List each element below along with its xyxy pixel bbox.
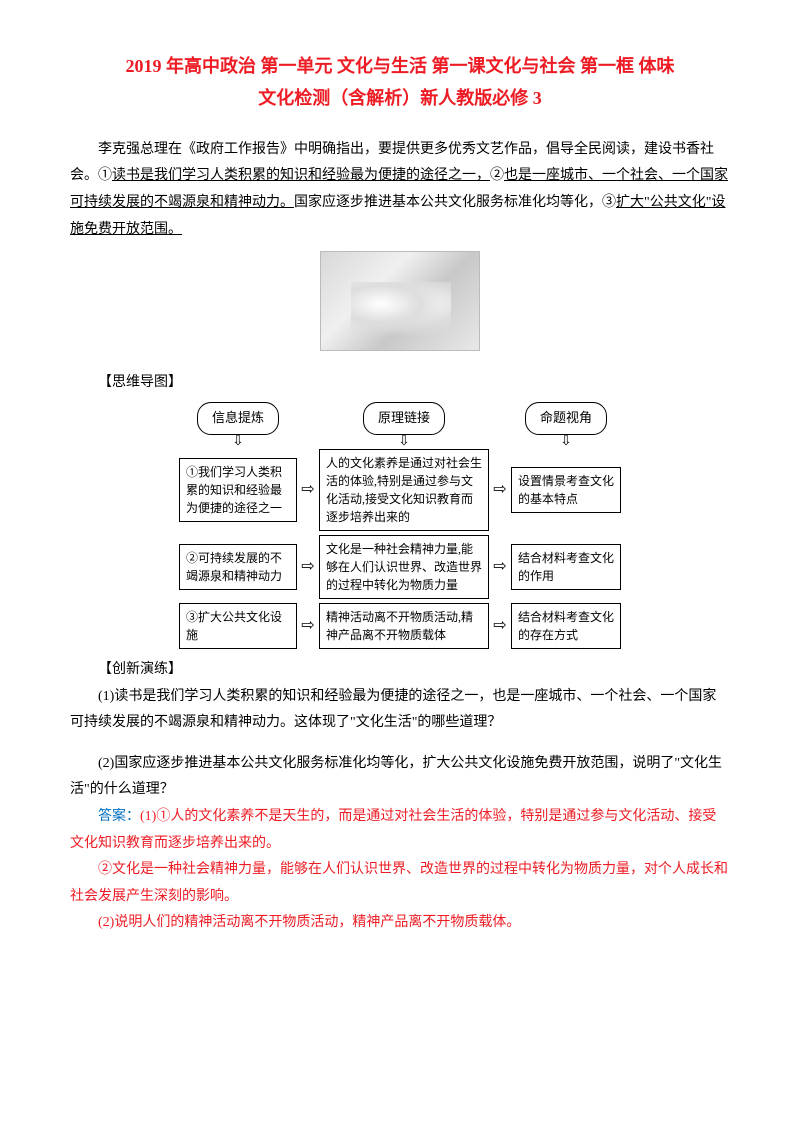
header-pill-3: 命题视角 [525, 402, 607, 435]
header-pill-2: 原理链接 [363, 402, 445, 435]
title-line-1: 2019 年高中政治 第一单元 文化与生活 第一课文化与社会 第一框 体味 [126, 56, 675, 76]
answer-1-p1: (1)①人的文化素养不是天生的，而是通过对社会生活的体验，特别是通过参与文化活动… [70, 809, 716, 851]
intro-text-3: 国家应逐步推进基本公共文化服务标准化均等化，③ [294, 195, 616, 210]
cell-r3-c2: 精神活动离不开物质活动,精神产品离不开物质载体 [319, 603, 489, 649]
diagram-row-2: ②可持续发展的不竭源泉和精神动力 ⇨ 文化是一种社会精神力量,能够在人们认识世界… [179, 535, 621, 599]
diagram-arrow-row: ⇩ ⇩ ⇩ [179, 435, 621, 449]
intro-text-2: ② [490, 168, 504, 183]
arrow-down-icon: ⇩ [511, 435, 621, 449]
arrow-right-icon: ⇨ [297, 603, 319, 649]
cell-r2-c1: ②可持续发展的不竭源泉和精神动力 [179, 544, 297, 590]
diagram-table: 信息提炼 原理链接 命题视角 ⇩ ⇩ ⇩ ①我们学习人类积累的知识和经验最为便捷… [179, 402, 621, 649]
cell-r2-c2: 文化是一种社会精神力量,能够在人们认识世界、改造世界的过程中转化为物质力量 [319, 535, 489, 599]
arrow-right-icon: ⇨ [489, 603, 511, 649]
cell-r3-c1: ③扩大公共文化设施 [179, 603, 297, 649]
title-line-2: 文化检测（含解析）新人教版必修 3 [258, 88, 542, 108]
arrow-down-icon: ⇩ [179, 435, 297, 449]
answer-2: (2)说明人们的精神活动离不开物质活动，精神产品离不开物质载体。 [70, 910, 730, 937]
arrow-right-icon: ⇨ [489, 449, 511, 531]
arrow-right-icon: ⇨ [297, 449, 319, 531]
answer-1-p2: ②文化是一种社会精神力量，能够在人们认识世界、改造世界的过程中转化为物质力量，对… [70, 857, 730, 910]
arrow-right-icon: ⇨ [489, 535, 511, 599]
intro-underline-1: 读书是我们学习人类积累的知识和经验最为便捷的途径之一， [112, 168, 490, 183]
diagram-header-row: 信息提炼 原理链接 命题视角 [179, 402, 621, 435]
mindmap-diagram: 信息提炼 原理链接 命题视角 ⇩ ⇩ ⇩ ①我们学习人类积累的知识和经验最为便捷… [70, 402, 730, 649]
photo-container [70, 251, 730, 362]
question-1: (1)读书是我们学习人类积累的知识和经验最为便捷的途径之一，也是一座城市、一个社… [70, 684, 730, 737]
cell-r1-c2: 人的文化素养是通过对社会生活的体验,特别是通过参与文化活动,接受文化知识教育而逐… [319, 449, 489, 531]
cell-r1-c3: 设置情景考查文化的基本特点 [511, 467, 621, 513]
cell-r3-c3: 结合材料考查文化的存在方式 [511, 603, 621, 649]
arrow-right-icon: ⇨ [297, 535, 319, 599]
cell-r1-c1: ①我们学习人类积累的知识和经验最为便捷的途径之一 [179, 458, 297, 522]
question-2: (2)国家应逐步推进基本公共文化服务标准化均等化，扩大公共文化设施免费开放范围，… [70, 751, 730, 804]
document-title: 2019 年高中政治 第一单元 文化与生活 第一课文化与社会 第一框 体味 文化… [70, 50, 730, 115]
arrow-down-icon: ⇩ [319, 435, 489, 449]
mindmap-label: 【思维导图】 [70, 370, 730, 397]
practice-label: 【创新演练】 [70, 657, 730, 684]
header-pill-1: 信息提炼 [197, 402, 279, 435]
answer-1-line-1: 答案：(1)①人的文化素养不是天生的，而是通过对社会生活的体验，特别是通过参与文… [70, 804, 730, 857]
blank-line [70, 737, 730, 751]
diagram-row-3: ③扩大公共文化设施 ⇨ 精神活动离不开物质活动,精神产品离不开物质载体 ⇨ 结合… [179, 603, 621, 649]
intro-paragraph: 李克强总理在《政府工作报告》中明确指出，要提供更多优秀文艺作品，倡导全民阅读，建… [70, 137, 730, 243]
qa-block: (1)读书是我们学习人类积累的知识和经验最为便捷的途径之一，也是一座城市、一个社… [70, 684, 730, 937]
diagram-row-1: ①我们学习人类积累的知识和经验最为便捷的途径之一 ⇨ 人的文化素养是通过对社会生… [179, 449, 621, 531]
cell-r2-c3: 结合材料考查文化的作用 [511, 544, 621, 590]
children-reading-photo [320, 251, 480, 351]
answer-label: 答案： [98, 809, 140, 824]
